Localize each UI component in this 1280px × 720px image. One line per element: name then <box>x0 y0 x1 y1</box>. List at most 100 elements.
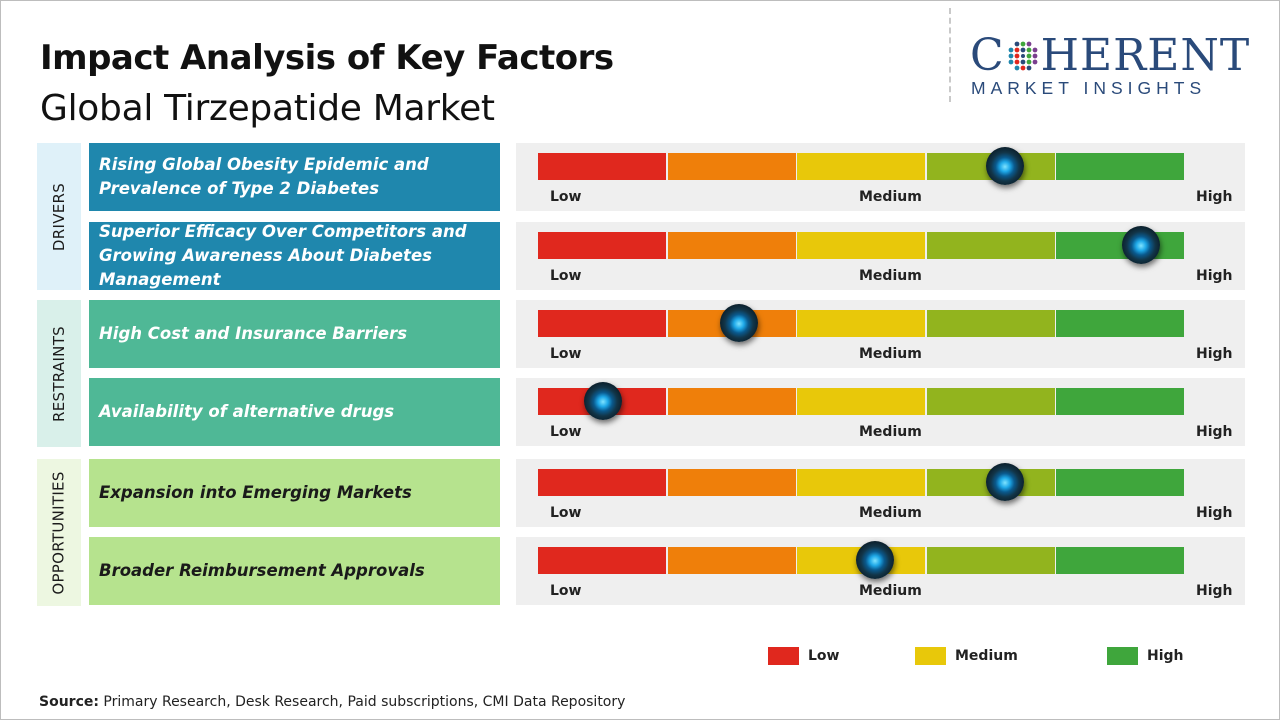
impact-marker <box>985 147 1024 185</box>
logo-globe-dot <box>1026 47 1032 53</box>
logo-globe-dot <box>1020 59 1026 65</box>
scale-label-high: High <box>1196 583 1233 599</box>
logo-globe-dot <box>1026 41 1032 47</box>
scale-label-medium: Medium <box>859 424 922 440</box>
impact-marker <box>1121 226 1160 264</box>
legend-item-low: Low <box>768 647 839 665</box>
scale-label-medium: Medium <box>859 583 922 599</box>
scale-label-high: High <box>1196 189 1233 205</box>
scale-label-low: Low <box>550 505 582 521</box>
impact-gauge: Low Medium High <box>516 222 1245 290</box>
category-panel-opportunities: OPPORTUNITIES <box>37 459 81 606</box>
gauge-segment <box>1056 547 1185 574</box>
scale-label-low: Low <box>550 583 582 599</box>
category-label: RESTRAINTS <box>50 325 68 422</box>
logo-globe-dot <box>1026 59 1032 65</box>
gauge-segment <box>538 153 667 180</box>
legend-label: High <box>1147 648 1184 664</box>
scale-label-high: High <box>1196 505 1233 521</box>
gauge-segment <box>667 388 796 415</box>
gauge-segment <box>797 469 926 496</box>
impact-gauge: Low Medium High <box>516 143 1245 211</box>
factor-box: Superior Efficacy Over Competitors and G… <box>89 222 500 290</box>
impact-marker <box>583 382 622 420</box>
legend-swatch <box>1107 647 1138 665</box>
logo-globe-dot <box>1008 53 1014 59</box>
legend-item-high: High <box>1107 647 1184 665</box>
logo-divider <box>949 8 951 102</box>
scale-label-low: Low <box>550 189 582 205</box>
gauge-segment <box>797 232 926 259</box>
scale-label-low: Low <box>550 346 582 362</box>
gauge-segment <box>1056 469 1185 496</box>
logo-globe-dot <box>1008 47 1014 53</box>
factor-label: Availability of alternative drugs <box>99 402 395 421</box>
impact-gauge: Low Medium High <box>516 459 1245 527</box>
scale-label-high: High <box>1196 268 1233 284</box>
impact-marker <box>855 541 894 579</box>
impact-marker <box>719 304 758 342</box>
gauge-segment <box>667 547 796 574</box>
scale-label-low: Low <box>550 424 582 440</box>
logo-globe-dot <box>1032 59 1038 65</box>
scale-label-high: High <box>1196 346 1233 362</box>
gauge-segment <box>1056 232 1185 259</box>
page-title: Impact Analysis of Key Factors <box>40 38 614 78</box>
source-label: Source: <box>39 694 99 710</box>
scale-label-low: Low <box>550 268 582 284</box>
logo-globe-dot <box>1008 59 1014 65</box>
factor-box: Rising Global Obesity Epidemic and Preva… <box>89 143 500 211</box>
impact-gauge: Low Medium High <box>516 537 1245 605</box>
impact-marker <box>985 463 1024 501</box>
legend-label: Medium <box>955 648 1018 664</box>
gauge-segment <box>926 547 1055 574</box>
logo-globe-dot <box>1026 65 1032 71</box>
factor-label: High Cost and Insurance Barriers <box>99 324 408 343</box>
logo-tagline: MARKET INSIGHTS <box>971 78 1207 98</box>
scale-label-medium: Medium <box>859 189 922 205</box>
logo-globe-dot <box>1014 53 1020 59</box>
impact-gauge: Low Medium High <box>516 378 1245 446</box>
source-text: Primary Research, Desk Research, Paid su… <box>103 694 626 710</box>
scale-label-medium: Medium <box>859 268 922 284</box>
factor-label: Rising Global Obesity Epidemic and Preva… <box>99 155 429 198</box>
factor-box: Expansion into Emerging Markets <box>89 459 500 527</box>
logo-globe-dot <box>1020 54 1025 58</box>
factor-label: Superior Efficacy Over Competitors and G… <box>99 222 467 289</box>
logo-globe-dot <box>1026 53 1032 59</box>
category-panel-drivers: DRIVERS <box>37 143 81 290</box>
gauge-segment <box>667 232 796 259</box>
scale-label-high: High <box>1196 424 1233 440</box>
logo-globe-dot <box>1014 65 1020 71</box>
legend-swatch <box>915 647 946 665</box>
factor-box: Broader Reimbursement Approvals <box>89 537 500 605</box>
logo-globe-dot <box>1032 47 1038 53</box>
logo-globe-dot <box>1014 47 1020 53</box>
category-label: OPPORTUNITIES <box>50 470 68 595</box>
gauge-segment <box>667 153 796 180</box>
logo-text-c: C <box>970 30 1005 81</box>
impact-gauge: Low Medium High <box>516 300 1245 368</box>
logo-globe-dot <box>1020 41 1026 47</box>
gauge-segment <box>538 547 667 574</box>
logo-globe-dot <box>1020 65 1026 71</box>
gauge-segment <box>1056 310 1185 337</box>
legend-swatch <box>768 647 799 665</box>
gauge-segment <box>926 310 1055 337</box>
factor-box: High Cost and Insurance Barriers <box>89 300 500 368</box>
logo-globe-icon <box>1008 41 1038 71</box>
page-subtitle: Global Tirzepatide Market <box>40 88 495 129</box>
scale-label-medium: Medium <box>859 505 922 521</box>
gauge-segment <box>797 153 926 180</box>
gauge-segment <box>797 310 926 337</box>
gauge-segment <box>538 310 667 337</box>
gauge-segment <box>1056 153 1185 180</box>
category-label: DRIVERS <box>50 182 68 251</box>
logo-globe-dot <box>1020 47 1026 53</box>
logo-globe-dot <box>1032 53 1038 59</box>
gauge-segment <box>538 469 667 496</box>
gauge-segment <box>797 388 926 415</box>
legend-item-medium: Medium <box>915 647 1018 665</box>
gauge-segment <box>667 469 796 496</box>
category-panel-restraints: RESTRAINTS <box>37 300 81 447</box>
